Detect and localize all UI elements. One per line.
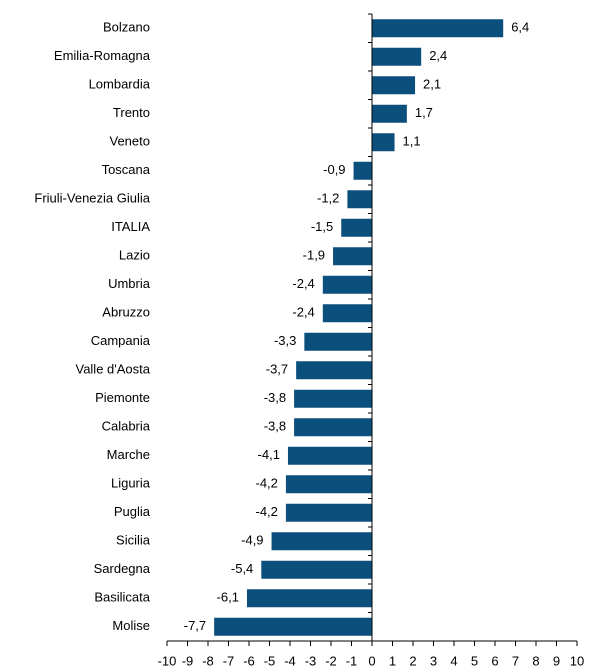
bar	[304, 332, 372, 351]
bar	[294, 389, 372, 408]
bar	[287, 446, 372, 465]
category-label: Basilicata	[94, 590, 150, 605]
category-label: Piemonte	[95, 390, 150, 405]
value-label: 1,1	[403, 134, 421, 149]
category-label: Valle d'Aosta	[75, 362, 150, 377]
x-tick-label: 3	[430, 653, 437, 668]
bar	[372, 76, 416, 95]
category-label: Puglia	[114, 504, 151, 519]
category-label: Sardegna	[94, 561, 151, 576]
value-label: 6,4	[511, 20, 529, 35]
bar	[261, 560, 372, 579]
x-tick-label: -3	[305, 653, 317, 668]
category-label: Bolzano	[103, 20, 150, 35]
value-label: -3,7	[266, 362, 288, 377]
bar	[372, 133, 395, 152]
value-label: -1,5	[311, 219, 333, 234]
bar	[347, 190, 372, 209]
value-label: -3,8	[264, 419, 286, 434]
x-tick-label: -10	[158, 653, 177, 668]
value-label: -4,2	[255, 504, 277, 519]
value-label: -3,3	[274, 333, 296, 348]
bar	[214, 617, 372, 636]
value-label: 2,1	[423, 77, 441, 92]
x-tick-label: -7	[223, 653, 235, 668]
category-label: Liguria	[111, 476, 151, 491]
x-tick-label: -9	[182, 653, 194, 668]
category-label: Abruzzo	[102, 305, 150, 320]
bar	[322, 304, 372, 323]
category-label: Lombardia	[89, 77, 151, 92]
x-tick-label: 2	[409, 653, 416, 668]
x-tick-label: 7	[512, 653, 519, 668]
x-tick-label: 9	[553, 653, 560, 668]
x-tick-label: 10	[570, 653, 584, 668]
value-label: -0,9	[323, 162, 345, 177]
category-label: Lazio	[119, 248, 150, 263]
value-label: 2,4	[429, 48, 447, 63]
bar	[294, 418, 372, 437]
x-tick-label: 8	[532, 653, 539, 668]
x-tick-label: 6	[491, 653, 498, 668]
category-label: Marche	[107, 447, 150, 462]
x-tick-label: -4	[284, 653, 296, 668]
bar	[246, 589, 372, 608]
x-tick-label: 5	[471, 653, 478, 668]
x-tick-label: -2	[325, 653, 337, 668]
bar	[372, 47, 422, 66]
bar	[353, 161, 372, 180]
bar	[285, 503, 372, 522]
category-label: Calabria	[102, 419, 151, 434]
x-tick-label: -5	[264, 653, 276, 668]
category-label: Umbria	[108, 276, 151, 291]
x-tick-label: -6	[243, 653, 255, 668]
category-label: Emilia-Romagna	[54, 48, 151, 63]
category-label: Toscana	[102, 162, 151, 177]
x-tick-label: -8	[202, 653, 214, 668]
value-label: -2,4	[292, 305, 314, 320]
value-label: -5,4	[231, 561, 253, 576]
bar	[322, 275, 372, 294]
value-label: -7,7	[184, 618, 206, 633]
value-label: -4,1	[258, 447, 280, 462]
value-label: -4,9	[241, 533, 263, 548]
category-label: Sicilia	[116, 533, 151, 548]
value-label: 1,7	[415, 105, 433, 120]
value-label: -1,9	[303, 248, 325, 263]
bar	[341, 218, 372, 237]
value-label: -1,2	[317, 191, 339, 206]
bar	[296, 361, 372, 380]
bar	[333, 247, 372, 266]
bar	[285, 475, 372, 494]
value-label: -6,1	[217, 590, 239, 605]
bar	[271, 532, 372, 551]
value-label: -2,4	[292, 276, 314, 291]
category-label: Campania	[91, 333, 151, 348]
category-label: Veneto	[110, 134, 151, 149]
x-tick-label: 4	[450, 653, 457, 668]
bar	[372, 104, 407, 123]
category-label: Trento	[113, 105, 150, 120]
bar	[372, 19, 504, 38]
x-tick-label: 0	[368, 653, 375, 668]
x-tick-label: -1	[346, 653, 358, 668]
value-label: -3,8	[264, 390, 286, 405]
value-label: -4,2	[255, 476, 277, 491]
category-label: ITALIA	[111, 219, 150, 234]
category-label: Friuli-Venezia Giulia	[34, 191, 150, 206]
x-tick-label: 1	[389, 653, 396, 668]
category-label: Molise	[112, 618, 150, 633]
